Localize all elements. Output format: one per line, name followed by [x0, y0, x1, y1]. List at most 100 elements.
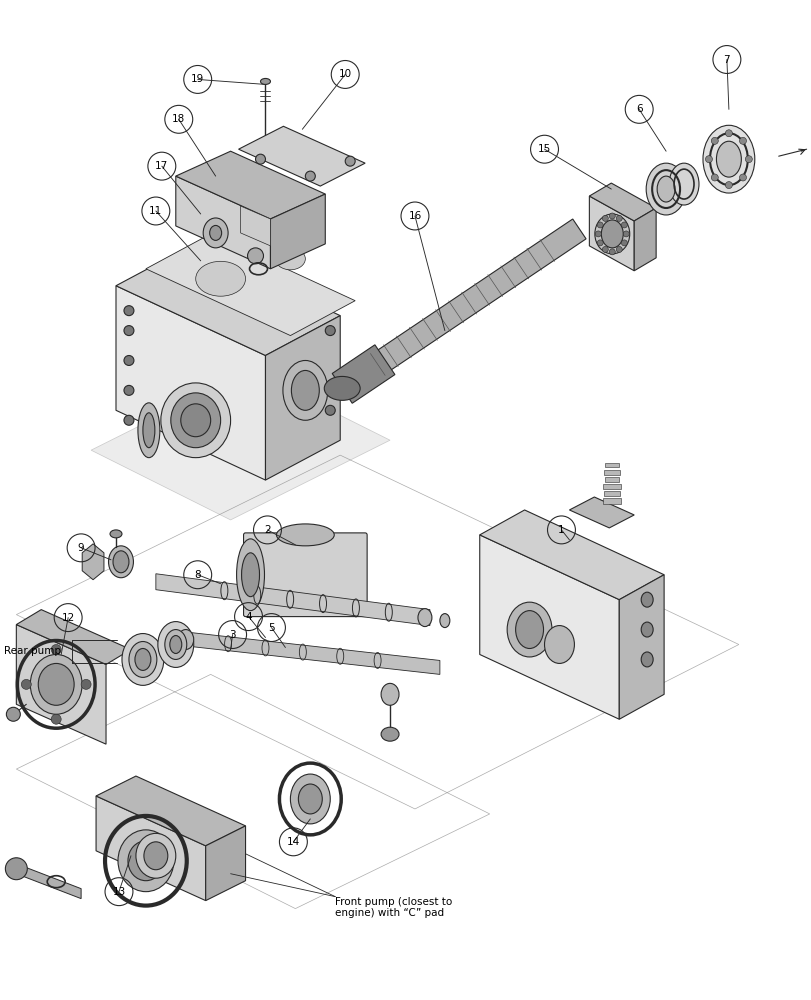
Text: 18: 18 [172, 114, 185, 124]
Ellipse shape [641, 652, 652, 667]
Ellipse shape [203, 218, 228, 248]
Ellipse shape [282, 360, 328, 420]
Ellipse shape [135, 833, 175, 878]
Text: Front pump (closest to
engine) with “C” pad: Front pump (closest to engine) with “C” … [335, 897, 452, 918]
FancyBboxPatch shape [603, 498, 620, 504]
Polygon shape [175, 151, 325, 219]
Circle shape [124, 306, 134, 316]
Circle shape [6, 707, 20, 721]
Ellipse shape [656, 176, 674, 202]
Polygon shape [240, 206, 270, 246]
Ellipse shape [702, 125, 754, 193]
Circle shape [594, 231, 601, 237]
Polygon shape [96, 776, 245, 846]
Polygon shape [589, 196, 633, 271]
Text: 8: 8 [194, 570, 201, 580]
Ellipse shape [380, 727, 398, 741]
Ellipse shape [324, 376, 360, 400]
Polygon shape [146, 234, 354, 336]
Text: 17: 17 [155, 161, 168, 171]
Circle shape [124, 415, 134, 425]
Ellipse shape [135, 648, 151, 670]
FancyBboxPatch shape [604, 477, 619, 482]
Polygon shape [156, 574, 429, 626]
Polygon shape [332, 345, 394, 403]
Text: 15: 15 [537, 144, 551, 154]
Circle shape [724, 182, 732, 189]
Circle shape [602, 215, 607, 221]
Ellipse shape [440, 614, 449, 628]
Circle shape [345, 156, 354, 166]
FancyBboxPatch shape [603, 470, 620, 475]
Polygon shape [82, 544, 104, 580]
Ellipse shape [161, 383, 230, 458]
Circle shape [616, 246, 621, 252]
Ellipse shape [241, 553, 260, 597]
Text: 9: 9 [78, 543, 84, 553]
Polygon shape [569, 497, 633, 528]
Circle shape [744, 156, 751, 163]
Circle shape [6, 858, 28, 880]
Circle shape [21, 679, 32, 689]
Ellipse shape [291, 370, 319, 410]
Circle shape [325, 326, 335, 336]
Circle shape [596, 240, 603, 246]
Circle shape [620, 240, 627, 246]
Polygon shape [633, 208, 655, 271]
Polygon shape [116, 246, 340, 355]
Polygon shape [265, 316, 340, 480]
Circle shape [51, 645, 61, 654]
Polygon shape [96, 796, 205, 901]
Ellipse shape [601, 220, 623, 248]
Polygon shape [116, 286, 265, 480]
Ellipse shape [641, 622, 652, 637]
Polygon shape [16, 625, 106, 744]
Ellipse shape [169, 636, 182, 653]
Text: 2: 2 [264, 525, 270, 535]
Ellipse shape [668, 163, 698, 205]
Text: 19: 19 [191, 74, 204, 84]
Text: 7: 7 [723, 55, 729, 65]
Ellipse shape [544, 626, 573, 663]
Ellipse shape [178, 630, 194, 649]
Text: 16: 16 [408, 211, 421, 221]
Polygon shape [619, 575, 663, 719]
Circle shape [608, 249, 615, 255]
Polygon shape [16, 610, 131, 664]
Ellipse shape [138, 403, 160, 458]
Text: 13: 13 [112, 887, 126, 897]
Ellipse shape [122, 634, 164, 685]
Ellipse shape [38, 663, 74, 705]
Circle shape [124, 355, 134, 365]
Text: 5: 5 [268, 623, 274, 633]
Ellipse shape [144, 842, 168, 870]
Polygon shape [205, 826, 245, 901]
Circle shape [124, 326, 134, 336]
Ellipse shape [118, 830, 174, 892]
Polygon shape [479, 535, 619, 719]
Ellipse shape [380, 683, 398, 705]
Circle shape [608, 213, 615, 219]
Ellipse shape [515, 611, 543, 648]
Ellipse shape [275, 248, 305, 270]
Text: 10: 10 [338, 69, 351, 79]
Polygon shape [270, 194, 325, 269]
Circle shape [724, 130, 732, 137]
Ellipse shape [181, 404, 210, 437]
Ellipse shape [594, 214, 629, 254]
Polygon shape [238, 126, 365, 186]
Circle shape [596, 222, 603, 228]
Ellipse shape [157, 622, 194, 667]
Circle shape [602, 246, 607, 252]
Ellipse shape [170, 393, 221, 448]
Ellipse shape [418, 609, 431, 627]
Polygon shape [335, 219, 586, 398]
FancyBboxPatch shape [603, 484, 620, 489]
Circle shape [710, 174, 718, 181]
Circle shape [620, 222, 627, 228]
Ellipse shape [260, 78, 270, 84]
Ellipse shape [715, 141, 740, 177]
Text: 4: 4 [245, 612, 251, 622]
Ellipse shape [195, 261, 245, 296]
Ellipse shape [128, 841, 164, 881]
